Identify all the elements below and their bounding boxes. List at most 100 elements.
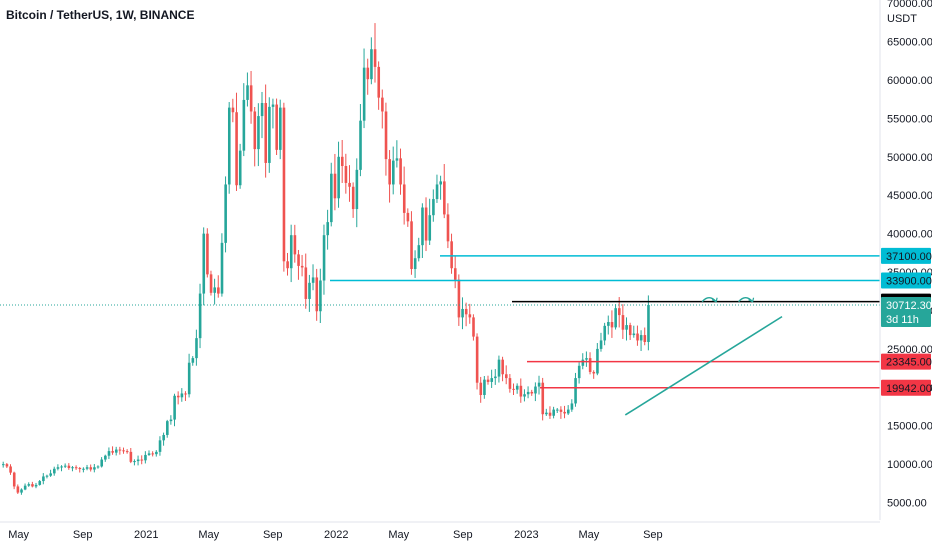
- candle-body: [636, 333, 639, 341]
- price-tick-label: 70000.00: [887, 0, 932, 10]
- candle: [443, 164, 446, 219]
- candle-body: [545, 412, 548, 415]
- candle: [373, 23, 377, 83]
- candle-body: [202, 233, 206, 294]
- candle: [217, 275, 220, 298]
- candle: [366, 58, 370, 95]
- candle-body: [537, 382, 541, 387]
- candle-body: [413, 258, 417, 269]
- candle: [439, 175, 442, 200]
- time-tick-label: May: [8, 529, 29, 541]
- candle: [2, 461, 5, 468]
- candle: [264, 84, 268, 178]
- price-tick-label: 40000.00: [887, 229, 932, 241]
- candle-body: [483, 379, 486, 396]
- candle: [311, 264, 315, 291]
- candle: [136, 455, 140, 466]
- candle: [351, 182, 355, 218]
- time-tick-label: May: [198, 529, 219, 541]
- candle: [410, 211, 413, 275]
- candle: [220, 233, 224, 297]
- candle: [60, 465, 63, 472]
- support-level-tag-bg: [881, 353, 931, 370]
- candle-body: [351, 186, 355, 210]
- candle-body: [38, 481, 42, 485]
- candle: [446, 203, 450, 249]
- candle: [530, 389, 534, 396]
- candle-body: [107, 451, 111, 456]
- time-tick-label: May: [388, 529, 409, 541]
- candle-body: [227, 107, 231, 185]
- candle: [526, 386, 530, 399]
- currency-label: USDT: [887, 13, 917, 25]
- candle: [395, 140, 399, 168]
- candle-body: [607, 322, 610, 326]
- candle-body: [118, 449, 122, 451]
- candle-body: [231, 107, 235, 113]
- time-tick-label: 2021: [134, 529, 158, 541]
- candle-body: [559, 409, 563, 412]
- candle: [348, 165, 351, 202]
- candle: [505, 365, 508, 385]
- candle-body: [151, 453, 155, 455]
- candle-body: [490, 378, 494, 382]
- candle-body: [479, 382, 483, 396]
- candle: [34, 482, 38, 489]
- candle: [169, 415, 173, 425]
- resistance-level-tag: 37100.00: [881, 247, 932, 264]
- candle-body: [556, 409, 559, 411]
- candle-body: [577, 365, 581, 379]
- candle-body: [253, 111, 257, 150]
- candle: [20, 488, 23, 495]
- candle-body: [104, 455, 107, 460]
- candle-body: [599, 340, 603, 349]
- candle: [78, 467, 82, 473]
- candle-body: [12, 472, 16, 487]
- candle: [12, 471, 16, 490]
- candle: [319, 268, 322, 324]
- candle: [577, 362, 581, 384]
- candle-body: [340, 156, 344, 167]
- candle: [45, 474, 49, 479]
- candle: [213, 278, 217, 305]
- candle-body: [89, 467, 93, 470]
- candle-body: [399, 158, 402, 185]
- candle-body: [475, 336, 479, 383]
- candle-body: [289, 235, 293, 269]
- candle-body: [71, 467, 74, 469]
- candle-body: [297, 254, 300, 266]
- resistance-level-tag-bg: [881, 247, 931, 264]
- time-tick-label: Sep: [263, 529, 283, 541]
- candle-body: [100, 459, 104, 467]
- candle: [628, 322, 632, 340]
- candle-body: [362, 67, 366, 121]
- candle-body: [27, 484, 31, 486]
- candle-body: [224, 184, 227, 243]
- candle: [191, 356, 195, 366]
- candle-body: [209, 274, 213, 293]
- candle-body: [614, 308, 617, 328]
- candle: [450, 233, 453, 274]
- candle: [38, 479, 42, 486]
- candle-body: [195, 338, 198, 359]
- candle: [559, 406, 563, 419]
- candle: [326, 209, 330, 250]
- candle: [249, 70, 253, 124]
- candle: [377, 61, 381, 110]
- current-price-tag-bg: [881, 297, 931, 328]
- candle: [435, 174, 439, 203]
- candle: [413, 250, 417, 278]
- candle-body: [574, 378, 577, 404]
- candle-body: [158, 440, 162, 452]
- candle: [337, 141, 340, 208]
- candle: [639, 330, 643, 352]
- candle-body: [333, 173, 337, 199]
- candle: [632, 325, 636, 338]
- candle: [257, 103, 260, 167]
- candle-body: [136, 459, 140, 462]
- candle-body: [96, 466, 100, 468]
- candle: [89, 464, 93, 472]
- candle-body: [450, 241, 453, 269]
- support-level-tag-value: 23345.00: [886, 357, 932, 369]
